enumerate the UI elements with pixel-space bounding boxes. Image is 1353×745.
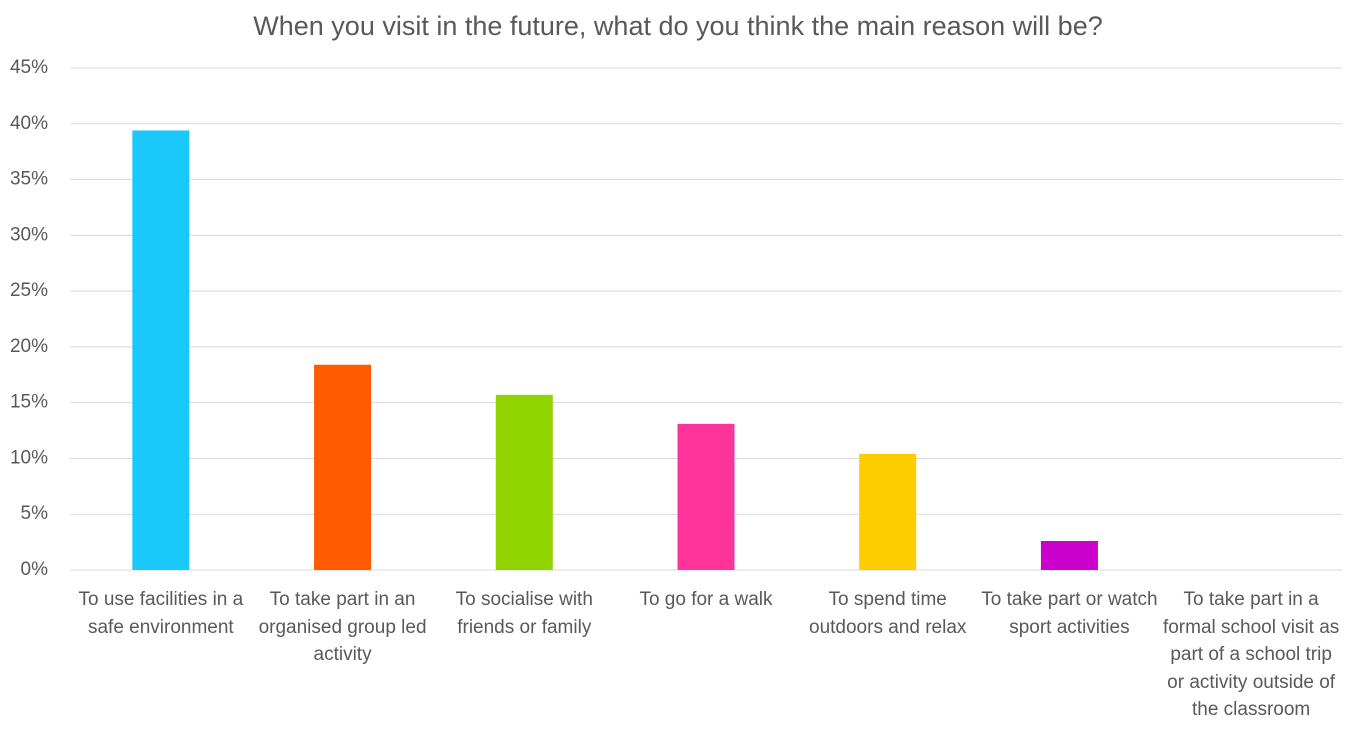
x-tick-label: To take part in a formal school visit as…	[1162, 589, 1340, 720]
y-tick-label: 5%	[21, 503, 49, 524]
x-tick-label: To socialise with friends or family	[455, 589, 593, 638]
y-tick-label: 0%	[21, 559, 49, 580]
x-tick-label: To go for a walk	[639, 589, 773, 610]
y-tick-label: 40%	[10, 113, 48, 134]
bar	[859, 453, 917, 570]
y-tick-label: 25%	[10, 280, 48, 301]
bar	[495, 394, 553, 570]
bar	[1040, 540, 1098, 570]
y-tick-label: 45%	[10, 57, 48, 78]
x-tick-label: To use facilities in a safe environment	[78, 589, 244, 638]
x-tick-label: To take part or watch sport activities	[981, 589, 1158, 638]
y-tick-label: 20%	[10, 336, 48, 357]
chart-title: When you visit in the future, what do yo…	[253, 11, 1102, 41]
y-tick-label: 10%	[10, 447, 48, 468]
bar	[677, 423, 735, 570]
bar	[314, 364, 372, 570]
bar	[132, 130, 190, 570]
y-tick-label: 30%	[10, 224, 48, 245]
x-tick-label: To take part in an organised group led a…	[258, 589, 427, 665]
y-tick-label: 35%	[10, 169, 48, 190]
x-tick-label: To spend time outdoors and relax	[809, 589, 967, 638]
y-tick-label: 15%	[10, 392, 48, 413]
